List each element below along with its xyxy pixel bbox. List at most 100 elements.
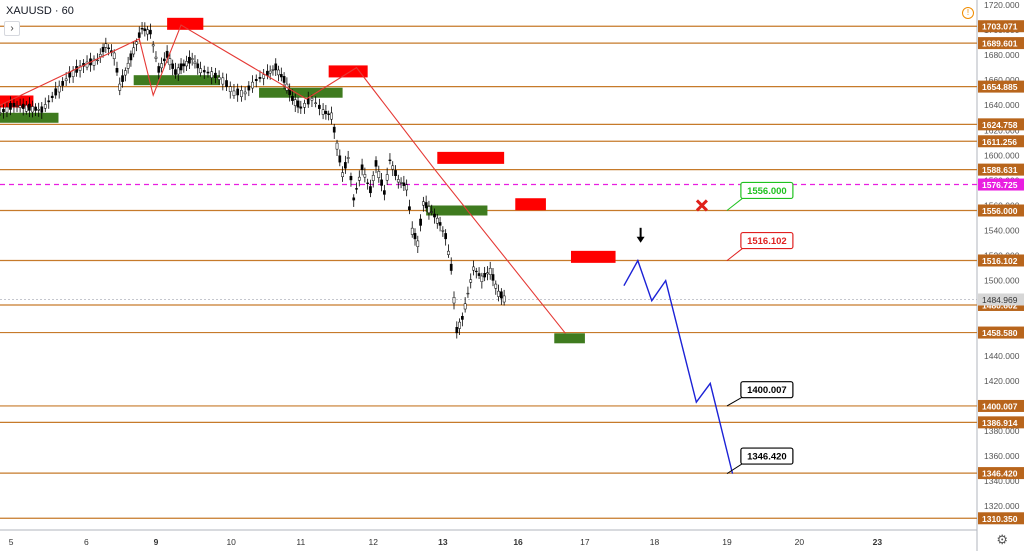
candle-body: [185, 61, 188, 67]
candle-body: [366, 182, 370, 184]
x-tick-label: 6: [84, 537, 89, 547]
candle-body: [15, 105, 19, 107]
candle-body: [321, 109, 325, 115]
candle-body: [433, 213, 436, 218]
candle-body: [47, 100, 51, 103]
candle-body: [54, 88, 58, 96]
candle-body: [330, 112, 333, 120]
candle-body: [196, 63, 200, 69]
candle-body: [279, 74, 283, 78]
candle-body: [190, 58, 194, 60]
candle-body: [101, 46, 105, 53]
candle-body: [461, 315, 464, 320]
x-tick-label: 13: [438, 537, 448, 547]
candle-body: [306, 98, 310, 105]
candle-body: [12, 102, 16, 107]
candle-body: [5, 106, 9, 113]
y-tick-label: 1500.000: [984, 276, 1020, 286]
candle-body: [299, 106, 303, 109]
current-price-label: 1484.969: [982, 295, 1018, 305]
callout-box: [740, 231, 794, 250]
candle-body: [502, 295, 506, 303]
level-label: 1689.601: [982, 39, 1018, 49]
candle-body: [123, 70, 127, 76]
candle-body: [291, 95, 294, 101]
x-tick-label: 12: [368, 537, 378, 547]
y-tick-label: 1680.000: [984, 50, 1020, 60]
candle-body: [271, 69, 275, 71]
green-zone-box: [0, 112, 59, 123]
candle-body: [497, 290, 500, 297]
candle-body: [335, 142, 339, 150]
candle-body: [288, 89, 292, 95]
candle-body: [64, 78, 68, 81]
green-zone-box: [259, 87, 343, 98]
candle-body: [2, 108, 5, 113]
candle-body: [296, 100, 300, 108]
candle-body: [424, 202, 428, 209]
candle-body: [188, 56, 191, 64]
candle-body: [118, 83, 122, 91]
candle-body: [399, 182, 403, 184]
level-label: 1346.420: [982, 469, 1018, 479]
level-label-bg: [978, 118, 1024, 131]
candle-body: [112, 52, 116, 60]
candle-body: [441, 230, 445, 232]
chevron-right-icon[interactable]: ›: [4, 21, 20, 36]
candle-body: [394, 170, 397, 177]
candle-body: [293, 99, 297, 106]
candle-body: [338, 155, 342, 163]
candle-body: [24, 104, 28, 112]
alert-circle-icon[interactable]: !: [962, 7, 974, 19]
candle-body: [469, 279, 473, 283]
candle-body: [92, 58, 96, 66]
candle-body: [251, 81, 254, 89]
level-label-bg: [978, 204, 1024, 217]
down-arrow-icon: [636, 236, 645, 243]
candle-body: [104, 43, 108, 48]
candle-body: [388, 159, 392, 161]
candle-body: [494, 283, 498, 289]
candle-body: [277, 69, 280, 76]
y-tick-label: 1320.000: [984, 501, 1020, 511]
x-tick-label: 16: [513, 537, 523, 547]
candle-body: [377, 171, 381, 178]
candle-body: [491, 274, 495, 281]
candle-body: [202, 70, 206, 73]
callout-box: [740, 181, 794, 200]
candle-body: [143, 28, 147, 32]
dashed-level-label: 1576.725: [982, 180, 1018, 190]
candle-body: [179, 63, 183, 71]
red-zone-box: [167, 17, 204, 30]
candle-body: [240, 90, 243, 97]
candle-body: [268, 70, 272, 74]
forecast-path: [623, 258, 734, 474]
level-label-bg: [978, 399, 1024, 412]
candle-body: [422, 201, 425, 206]
candle-body: [480, 275, 484, 282]
candle-body: [380, 179, 383, 186]
candle-body: [96, 59, 99, 62]
candle-body: [160, 63, 163, 69]
candle-body: [61, 81, 65, 86]
level-label-bg: [978, 37, 1024, 50]
level-label-bg: [978, 163, 1024, 176]
candle-body: [500, 291, 503, 299]
candle-body: [193, 61, 197, 64]
x-tick-label: 20: [795, 537, 805, 547]
candle-body: [360, 164, 364, 171]
candle-body: [452, 297, 456, 304]
candle-body: [243, 91, 247, 95]
y-tick-label: 1660.000: [984, 75, 1020, 85]
candle-body: [157, 66, 161, 73]
candle-body: [419, 218, 422, 226]
gear-icon[interactable]: ⚙: [996, 532, 1008, 547]
candle-body: [449, 263, 453, 271]
level-label: 1703.071: [982, 22, 1018, 32]
level-label: 1386.914: [982, 418, 1018, 428]
candle-body: [214, 72, 217, 78]
candle-body: [357, 176, 361, 181]
candle-body: [171, 63, 175, 69]
